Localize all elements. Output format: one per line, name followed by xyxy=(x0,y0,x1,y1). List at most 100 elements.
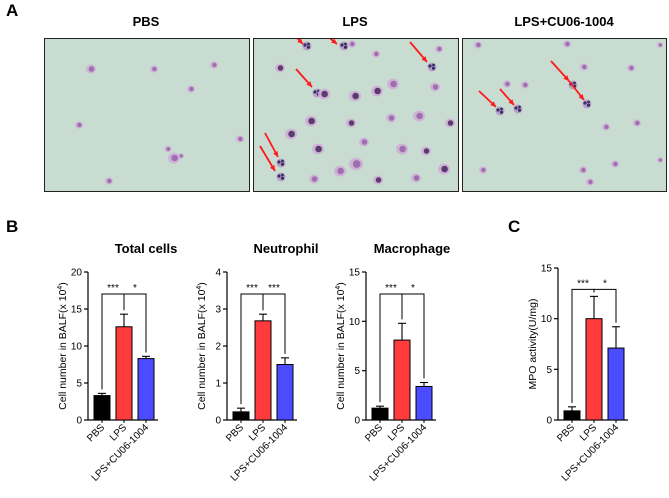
x-tick-label: PBS xyxy=(224,422,246,444)
macrophage-cell xyxy=(657,157,663,163)
micrograph-lps-image xyxy=(254,39,458,191)
y-tick-label: 5 xyxy=(76,379,82,390)
significance-label: *** xyxy=(107,283,119,294)
macrophage-cell xyxy=(86,64,96,74)
macrophage-cell xyxy=(178,153,184,159)
bar-pbs xyxy=(232,411,250,421)
y-tick-label: 10 xyxy=(349,317,361,328)
macrophage-cell xyxy=(349,157,363,171)
macrophage-cell xyxy=(445,118,455,128)
macrophage-cell xyxy=(372,50,380,58)
neutrophil-cell xyxy=(339,41,349,51)
micrograph-title-lps: LPS xyxy=(342,14,368,29)
bar-lps-cu06 xyxy=(137,358,155,421)
y-tick-label: 0 xyxy=(354,416,360,427)
macrophage-cell xyxy=(346,118,356,128)
macrophage-cell xyxy=(411,173,421,183)
y-axis-label: Cell number in BALF(x 104) xyxy=(57,282,69,410)
y-tick-label: 15 xyxy=(349,268,361,279)
y-tick-label: 10 xyxy=(541,314,553,325)
y-tick-label: 0 xyxy=(546,416,552,427)
macrophage-cell xyxy=(305,115,317,127)
bar-lps xyxy=(393,339,411,421)
macrophage-cell xyxy=(563,40,571,48)
significance-label: * xyxy=(603,278,607,289)
significance-label: *** xyxy=(385,283,397,294)
significance-label: * xyxy=(411,283,415,294)
significance-label: *** xyxy=(577,278,589,289)
macrophage-cell xyxy=(150,65,158,73)
chart-title-total-cells: Total cells xyxy=(114,241,178,256)
macrophage-cell xyxy=(349,90,361,102)
neutrophil-cell xyxy=(513,104,523,114)
red-arrow-icon xyxy=(259,145,276,172)
macrophage-cell xyxy=(579,166,587,174)
bar-lps-cu06 xyxy=(415,385,433,421)
x-tick-label: PBS xyxy=(555,422,577,444)
macrophage-cell xyxy=(438,163,450,175)
y-axis-label-end: ) xyxy=(335,282,347,286)
significance-bracket xyxy=(401,293,425,379)
x-tick-label: PBS xyxy=(85,422,107,444)
significance-label: *** xyxy=(246,283,258,294)
macrophage-cell xyxy=(435,45,443,53)
bar-lps-cu06 xyxy=(607,347,625,421)
y-tick-label: 15 xyxy=(541,264,553,275)
chart-title-macrophage: Macrophage xyxy=(373,241,451,256)
y-tick-label: 4 xyxy=(215,268,221,279)
x-tick-label: PBS xyxy=(363,422,385,444)
macrophage-cell xyxy=(521,81,529,89)
macrophage-cell xyxy=(474,41,482,49)
macrophage-cell xyxy=(348,40,356,48)
macrophage-cell xyxy=(633,119,641,127)
micrograph-background xyxy=(463,39,666,191)
macrophage-cell xyxy=(210,61,218,69)
red-arrow-icon xyxy=(264,132,279,158)
macrophage-cell xyxy=(105,177,113,185)
y-axis-label-superscript: 4 xyxy=(196,286,203,290)
y-tick-label: 0 xyxy=(76,416,82,427)
macrophage-cell xyxy=(479,166,487,174)
micrograph-pbs-image xyxy=(45,39,249,191)
micrograph-title-pbs: PBS xyxy=(132,14,160,29)
macrophage-cell xyxy=(657,42,663,48)
y-tick-label: 3 xyxy=(215,305,221,316)
y-tick-label: 0 xyxy=(215,416,221,427)
y-axis-label-end: ) xyxy=(57,282,69,286)
macrophage-cell xyxy=(413,110,425,122)
macrophage-cell xyxy=(318,88,330,100)
macrophage-cell xyxy=(371,85,383,97)
macrophage-cell xyxy=(359,137,369,147)
macrophage-cell xyxy=(503,80,511,88)
y-tick-label: 20 xyxy=(71,268,83,279)
significance-label: *** xyxy=(268,283,280,294)
y-axis-label-text: MPO activity(U/mg) xyxy=(527,298,539,389)
macrophage-cell xyxy=(627,64,635,72)
y-tick-label: 15 xyxy=(71,305,83,316)
micrograph-lps xyxy=(253,38,459,192)
macrophage-cell xyxy=(430,82,440,92)
bar-lps xyxy=(115,326,133,421)
y-tick-label: 5 xyxy=(546,365,552,376)
y-tick-label: 5 xyxy=(354,366,360,377)
macrophage-cell xyxy=(421,146,431,156)
macrophage-cell xyxy=(285,128,297,140)
y-axis-label-text: Cell number in BALF(x 10 xyxy=(335,289,347,409)
neutrophil-cell xyxy=(276,158,286,168)
neutrophil-cell xyxy=(427,62,437,72)
y-axis-label-end: ) xyxy=(196,282,208,286)
red-arrow-icon xyxy=(550,60,570,82)
macrophage-cell xyxy=(396,143,408,155)
macrophage-cell xyxy=(187,85,195,93)
macrophage-cell xyxy=(334,165,346,177)
macrophage-cell xyxy=(168,152,180,164)
y-tick-label: 10 xyxy=(71,342,83,353)
macrophage-cell xyxy=(164,145,172,153)
macrophage-cell xyxy=(275,63,285,73)
macrophage-cell xyxy=(580,63,588,71)
panel-letter-a: A xyxy=(6,1,19,20)
